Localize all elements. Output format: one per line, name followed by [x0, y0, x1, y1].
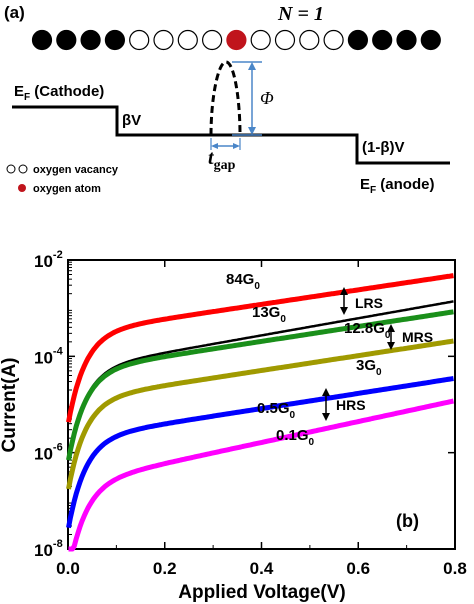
- series-line: [66, 376, 455, 529]
- lrs-label: LRS: [355, 295, 383, 311]
- series-label: 13G0: [252, 304, 286, 325]
- y-axis-label: Current(A): [0, 358, 20, 453]
- oxygen-vacancy-marker: [153, 29, 174, 51]
- series-line: [66, 338, 455, 490]
- lrs-annotation: LRS: [340, 287, 383, 315]
- series-label: 3G0: [356, 357, 382, 378]
- phi-arrow: [232, 61, 262, 136]
- x-tick-label: 0.4: [250, 559, 274, 578]
- phi-label: Φ: [260, 88, 274, 108]
- oxygen-vacancy-marker: [129, 29, 150, 51]
- oxygen-atom-marker: [31, 29, 53, 51]
- beta-v-label: βV: [122, 112, 141, 129]
- legend-vacancy: oxygen vacancy: [6, 164, 119, 176]
- curves: [66, 273, 455, 552]
- y-tick-label: 10-4: [34, 345, 64, 367]
- y-axis: 10-8 10-6 10-4 10-2: [34, 249, 455, 560]
- hrs-label: HRS: [336, 397, 366, 413]
- tgap-arrow: [210, 138, 241, 150]
- x-axis: 0.0 0.2 0.4 0.6 0.8: [56, 260, 467, 578]
- y-tick-label: 10-6: [34, 442, 63, 464]
- anode-label: EF (anode): [360, 176, 434, 196]
- series-line: [67, 398, 455, 552]
- x-tick-label: 0.6: [346, 559, 370, 578]
- one-minus-beta-label: (1-β)V: [362, 139, 405, 156]
- y-tick-label: 10-2: [34, 249, 63, 271]
- mrs-label: MRS: [402, 329, 433, 345]
- tgap-label: tgap: [208, 147, 236, 173]
- oxygen-atom-marker: [56, 29, 77, 51]
- x-axis-label: Applied Voltage(V): [178, 582, 345, 603]
- series-label: 0.5G0: [257, 400, 296, 421]
- oxygen-vacancy-marker: [202, 29, 223, 51]
- series-label: 84G0: [226, 271, 260, 292]
- series-label: 0.1G0: [276, 427, 315, 448]
- legend-atom: oxygen atom: [18, 183, 101, 195]
- mrs-annotation: MRS: [387, 324, 433, 350]
- oxygen-atom-marker: [80, 29, 101, 51]
- panel-a-label: (a): [4, 3, 25, 22]
- series-line: [66, 273, 455, 423]
- oxygen-vacancy-marker: [299, 29, 320, 51]
- x-tick-label: 0.2: [153, 559, 177, 578]
- oxygen-vacancy-marker: [250, 29, 271, 51]
- legend-atom-label: oxygen atom: [33, 183, 101, 195]
- cathode-label: EF (Cathode): [14, 83, 104, 103]
- tunnel-barrier: [209, 60, 242, 136]
- series-line: [66, 309, 455, 461]
- oxygen-atom-marker: [226, 29, 247, 51]
- oxygen-atom-marker: [372, 29, 393, 51]
- x-tick-label: 0.8: [443, 559, 467, 578]
- legend-vacancy-label: oxygen vacancy: [33, 164, 119, 176]
- atom-row: [31, 29, 441, 51]
- oxygen-atom-marker: [347, 29, 368, 51]
- oxygen-atom-marker: [396, 29, 417, 51]
- oxygen-vacancy-marker: [177, 29, 198, 51]
- oxygen-vacancy-marker: [274, 29, 296, 51]
- oxygen-atom-marker: [420, 29, 441, 51]
- energy-band-line-right: [240, 133, 450, 165]
- curve-labels: 84G0 13G0 12.8G0 3G0 0.5G0 0.1G0: [226, 271, 391, 448]
- x-tick-label: 0.0: [56, 559, 80, 578]
- oxygen-atom-marker: [104, 29, 126, 51]
- energy-band-line: [12, 105, 212, 137]
- panel-b-label: (b): [396, 511, 419, 531]
- panel-a: (a) N = 1 Φ tgap EF (Cathode) βV: [4, 3, 450, 196]
- series-line: [67, 300, 454, 459]
- hrs-annotation: HRS: [322, 388, 366, 421]
- series-label: 12.8G0: [344, 320, 391, 341]
- oxygen-vacancy-marker: [323, 29, 344, 51]
- n-label: N = 1: [277, 3, 324, 25]
- panel-b: 10-8 10-6 10-4 10-2 0.0 0.2 0.4 0.6 0.8 84G0 13G…: [0, 249, 467, 603]
- y-tick-label: 10-8: [34, 538, 63, 560]
